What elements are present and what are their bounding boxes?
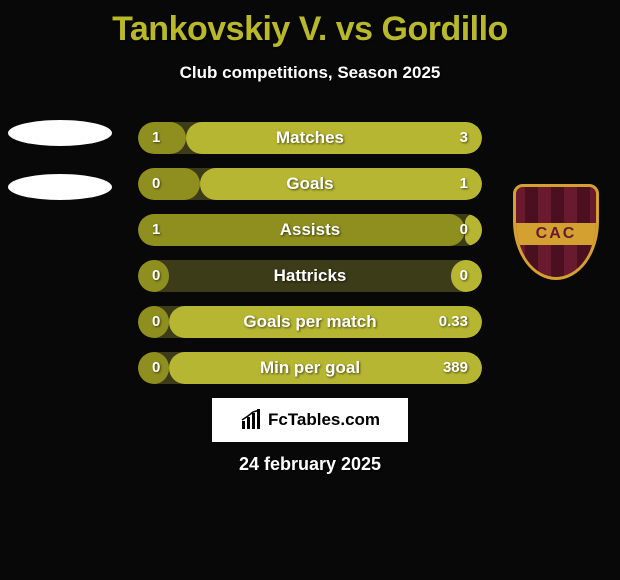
stats-rows: 13Matches 01Goals 10Assists 00Hattricks 00.3…	[138, 122, 482, 398]
badge-left-ellipse-2	[8, 174, 112, 200]
stat-row: 01Goals	[138, 168, 482, 200]
stat-row: 10Assists	[138, 214, 482, 246]
stat-label: Hattricks	[138, 260, 482, 292]
stat-label: Min per goal	[138, 352, 482, 384]
brand-box[interactable]: FcTables.com	[212, 398, 408, 442]
shield-icon: CAC	[513, 184, 599, 280]
team-left-badge	[6, 106, 114, 214]
page-title: Tankovskiy V. vs Gordillo	[0, 0, 620, 49]
shield-letters: CAC	[516, 223, 596, 245]
stat-row: 00.33Goals per match	[138, 306, 482, 338]
brand-text: FcTables.com	[268, 410, 380, 430]
stat-label: Matches	[138, 122, 482, 154]
team-right-badge: CAC	[502, 178, 610, 286]
stat-row: 13Matches	[138, 122, 482, 154]
subtitle: Club competitions, Season 2025	[0, 63, 620, 83]
stat-label: Assists	[138, 214, 482, 246]
stat-label: Goals per match	[138, 306, 482, 338]
stat-row: 0389Min per goal	[138, 352, 482, 384]
stat-row: 00Hattricks	[138, 260, 482, 292]
bars-icon	[240, 409, 262, 431]
badge-left-ellipse-1	[8, 120, 112, 146]
date-text: 24 february 2025	[0, 454, 620, 475]
stat-label: Goals	[138, 168, 482, 200]
